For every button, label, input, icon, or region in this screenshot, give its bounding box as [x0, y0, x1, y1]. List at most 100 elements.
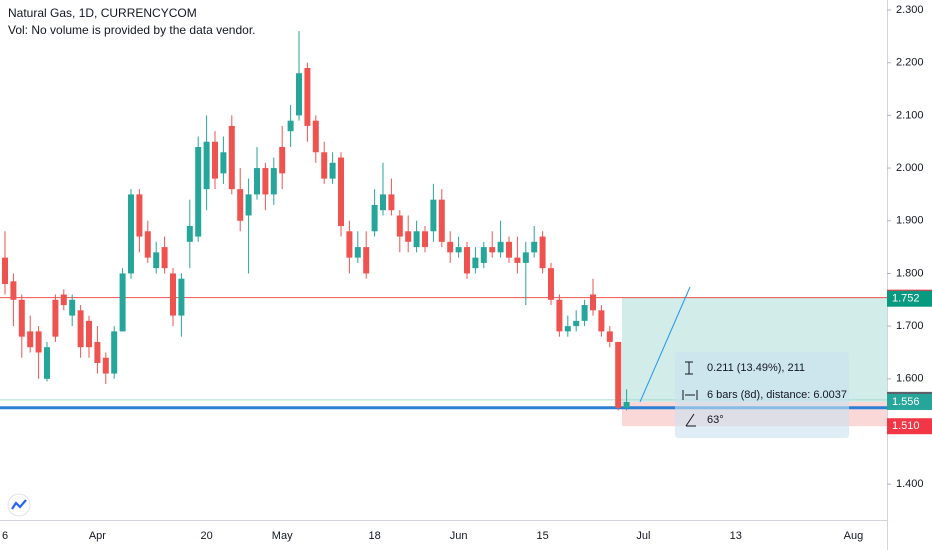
candle-body: [245, 194, 252, 216]
candle-body: [455, 247, 462, 253]
logo[interactable]: [7, 493, 31, 517]
candle-body: [338, 157, 344, 227]
candle-body: [287, 120, 294, 132]
price-tag: [887, 393, 932, 410]
candle-body: [296, 73, 302, 116]
candle-body: [430, 199, 437, 232]
candle-body: [354, 247, 361, 258]
candle-body: [178, 278, 185, 316]
candle-body: [254, 168, 260, 195]
candle-body: [388, 194, 395, 211]
measure-icon: [685, 413, 696, 427]
candle-body: [111, 331, 118, 374]
candle-body: [35, 331, 42, 353]
measure-icon: [685, 361, 693, 375]
candle-body: [153, 252, 160, 269]
candle-body: [581, 305, 588, 321]
y-tick-label: 1.600: [896, 373, 924, 385]
candle-body: [18, 299, 25, 337]
plot-layer: [0, 31, 887, 438]
candle-body: [615, 341, 622, 408]
candle-body: [27, 331, 34, 348]
candle-body: [2, 257, 8, 284]
candle-body: [396, 215, 403, 237]
candle-body: [270, 168, 277, 195]
y-tick-label: 1.700: [896, 320, 924, 332]
candle-body: [548, 268, 554, 300]
candle-body: [119, 273, 126, 332]
y-tick-label: 2.300: [896, 4, 924, 16]
candle-body: [522, 252, 529, 263]
candle-body: [136, 194, 143, 237]
candle-body: [94, 341, 101, 363]
candle-body: [86, 320, 92, 348]
x-tick-label: 15: [536, 530, 548, 542]
drawing-line: [639, 286, 691, 403]
candle-body: [128, 194, 134, 274]
measure-text: 6 bars (8d), distance: 6.0037: [707, 389, 847, 401]
y-tick-label: 1.900: [896, 215, 924, 227]
y-tick-label: 1.800: [896, 267, 924, 279]
candle-body: [212, 141, 218, 179]
x-tick-label: 18: [368, 530, 380, 542]
candle-body: [531, 241, 538, 253]
x-tick-label: Jul: [636, 530, 650, 542]
candle-body: [438, 199, 445, 242]
price-tag-label: 1.556: [892, 396, 920, 408]
candle-body: [497, 241, 504, 253]
y-tick-label: 2.200: [896, 57, 924, 69]
candle-body: [321, 152, 328, 179]
price-tag: [887, 418, 932, 435]
candle-body: [262, 168, 269, 195]
candle-body: [539, 236, 546, 269]
price-tag-label: 1.510: [892, 420, 920, 432]
chart-title: Natural Gas, 1D, CURRENCYCOM: [8, 6, 197, 20]
candle-body: [413, 231, 420, 248]
candle-body: [161, 247, 168, 269]
logo-icon[interactable]: [11, 499, 27, 510]
x-tick-label: 20: [200, 530, 212, 542]
x-tick-label: Aug: [844, 530, 864, 542]
candle-body: [606, 331, 613, 342]
candle-body: [363, 247, 370, 274]
x-tick-label: Jun: [450, 530, 468, 542]
candle-body: [304, 67, 311, 126]
candle-body: [573, 320, 580, 327]
candle-body: [52, 299, 59, 337]
x-tick-label: 13: [730, 530, 742, 542]
candle-body: [203, 141, 210, 190]
candle-body: [371, 204, 378, 232]
x-tick-label: 6: [2, 530, 8, 542]
y-tick-label: 2.000: [896, 162, 924, 174]
y-tick-label: 1.400: [896, 478, 924, 490]
candle-body: [556, 299, 563, 332]
candle-body: [564, 326, 571, 332]
candle-body: [598, 310, 605, 332]
candle-body: [170, 273, 176, 316]
candle-body: [195, 146, 202, 237]
candle-body: [102, 357, 109, 374]
y-tick-label: 2.100: [896, 109, 924, 121]
candle-body: [506, 241, 512, 258]
candle-body: [590, 294, 596, 311]
measure-text: 0.211 (13.49%), 211: [707, 362, 805, 374]
measure-icon: [682, 390, 698, 400]
candle-body: [69, 299, 76, 316]
candle-body: [489, 247, 496, 253]
candle-body: [514, 257, 521, 263]
price-tag-label: 1.752: [892, 293, 920, 305]
x-tick-label: May: [272, 530, 293, 542]
candle-body: [44, 347, 50, 379]
candle-body: [77, 310, 84, 348]
candle-body: [329, 162, 336, 179]
candle-body: [422, 231, 428, 248]
candle-body: [447, 241, 454, 253]
measure-box: [675, 352, 849, 438]
candle-body: [480, 247, 487, 263]
candle-body: [186, 226, 193, 242]
price-tag: [887, 290, 932, 307]
candle-body: [10, 281, 17, 300]
candle-body: [237, 189, 244, 221]
candle-body: [464, 247, 470, 274]
